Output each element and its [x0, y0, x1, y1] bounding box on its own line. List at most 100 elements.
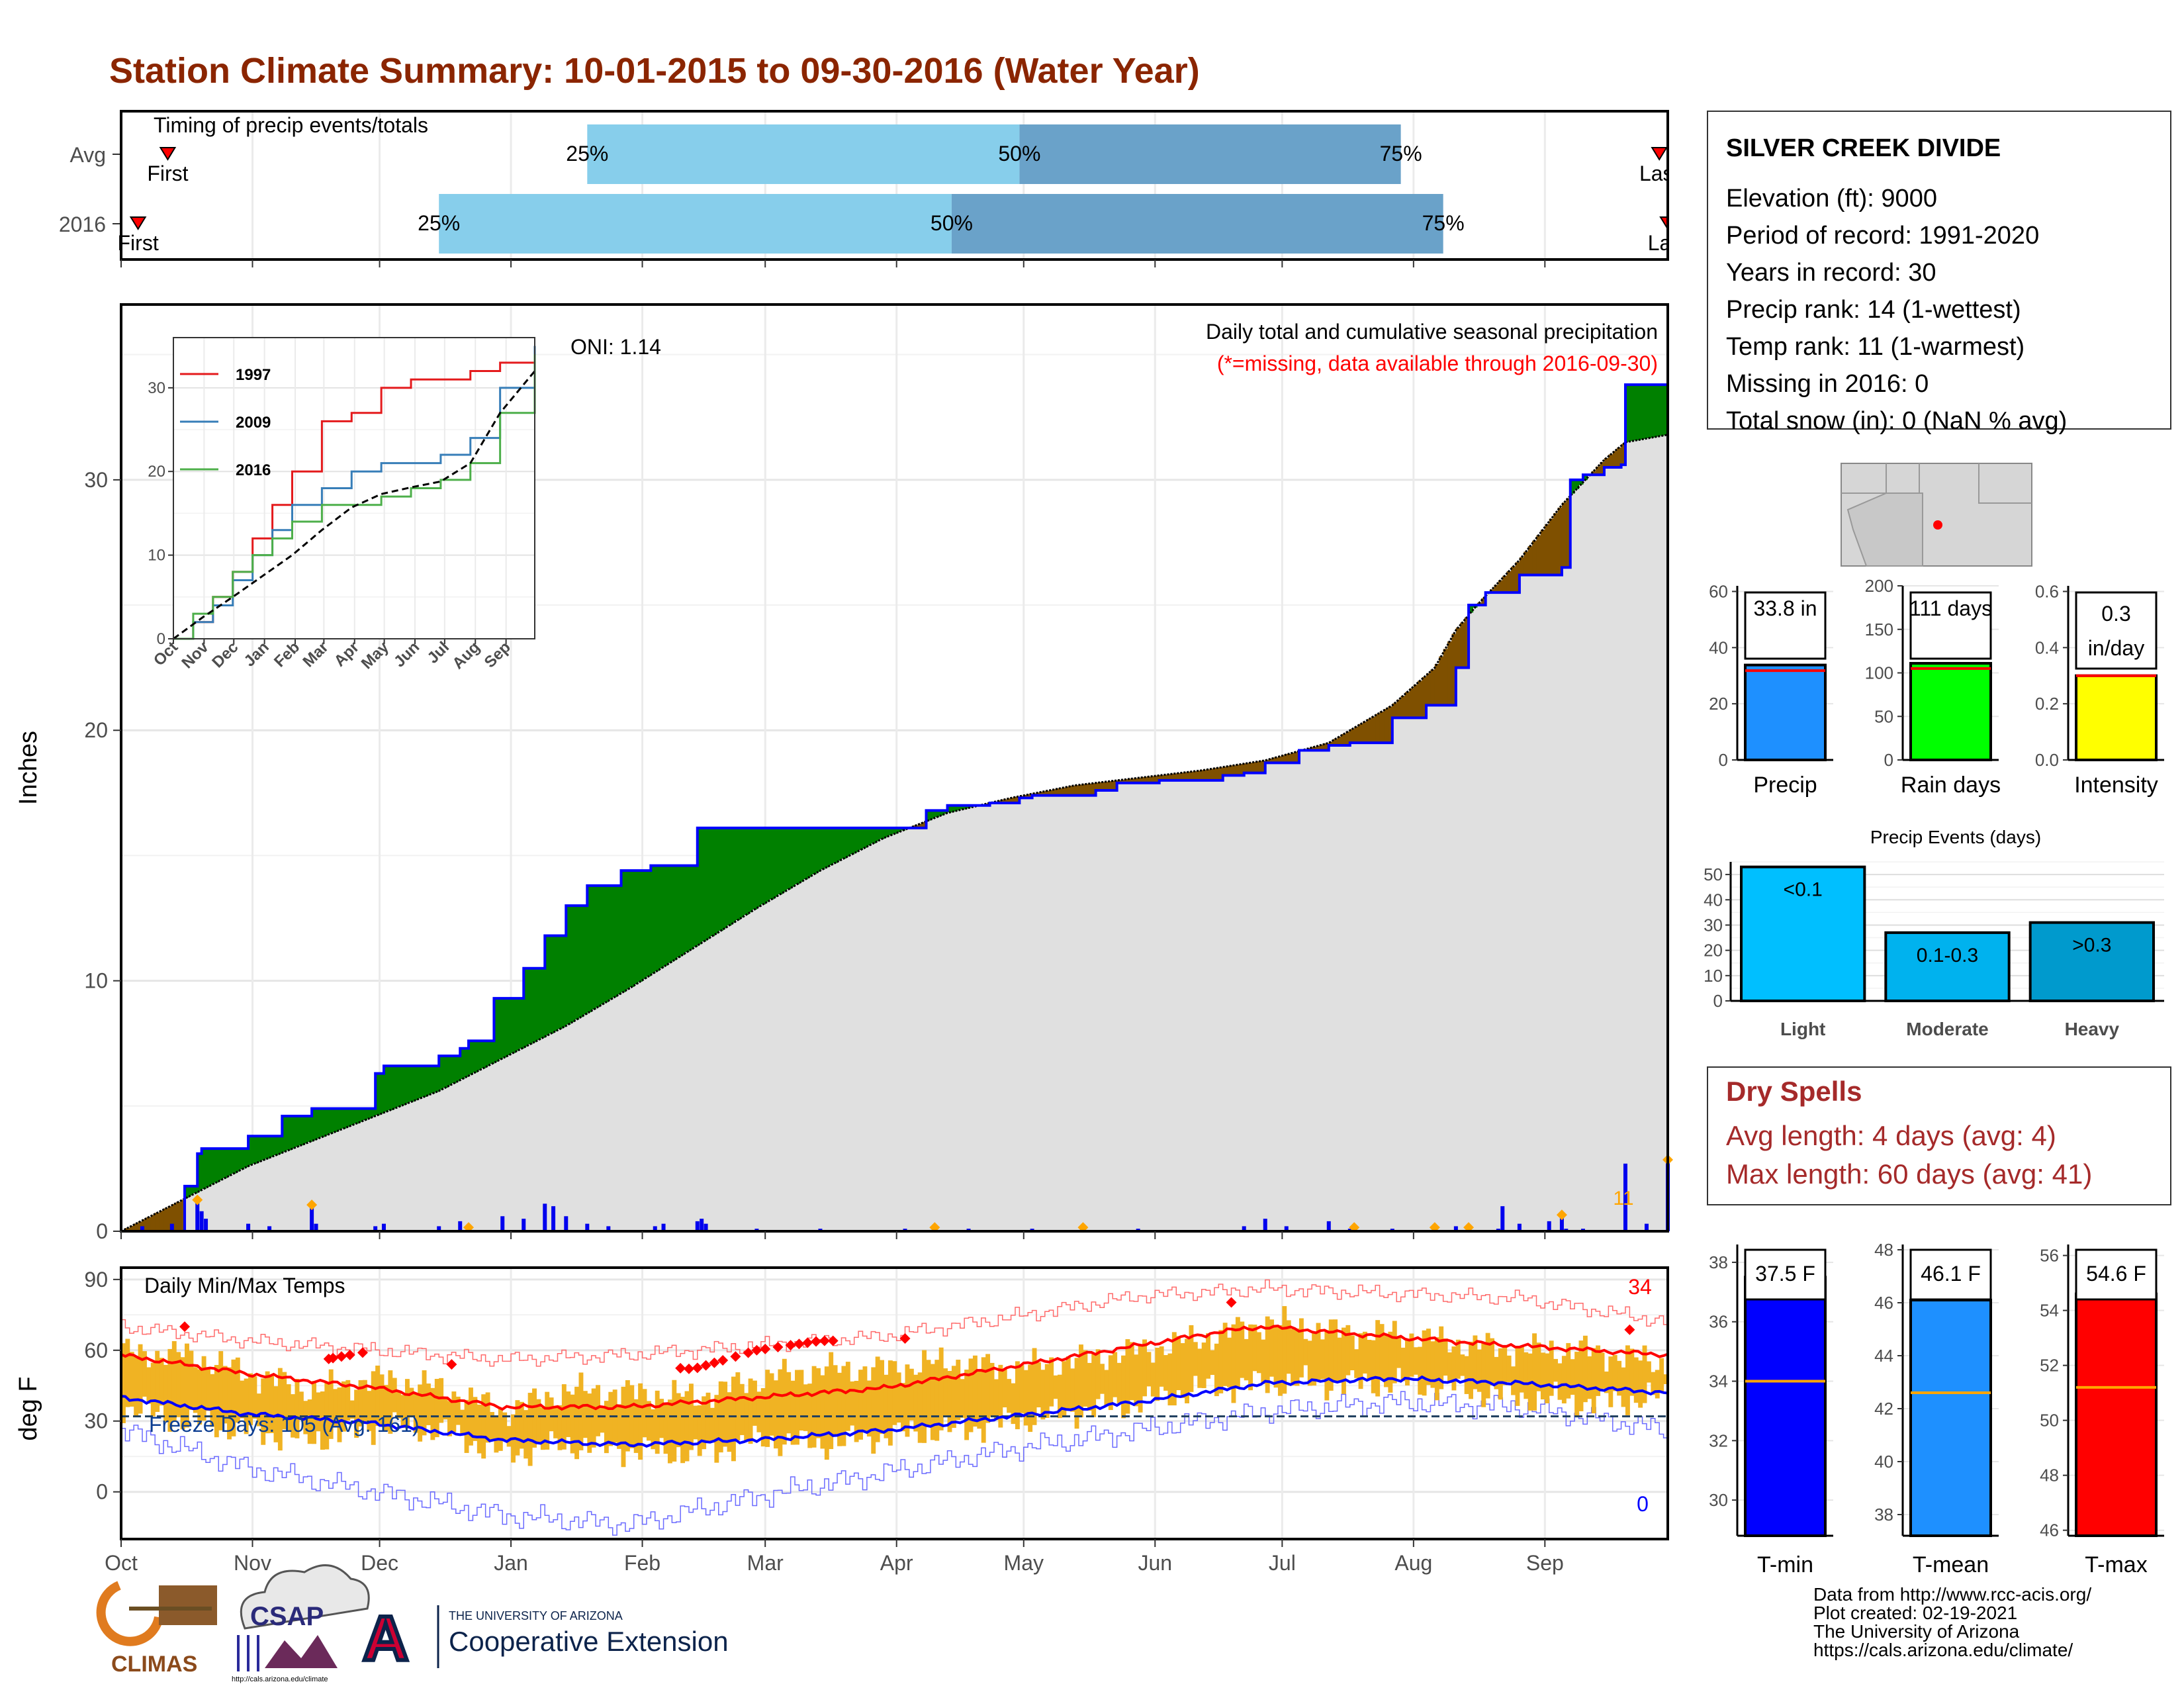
precip-y-tick-label: 20	[1709, 694, 1728, 714]
daily-temp-bar	[214, 1364, 219, 1438]
daily-precip-bar	[606, 1226, 611, 1231]
below-average-fill	[1150, 776, 1156, 783]
daily-temp-bar	[1413, 1347, 1418, 1375]
events-bar-heavy	[2028, 921, 2156, 1002]
events-category-label: Heavy	[2065, 1019, 2120, 1039]
below-average-fill	[1566, 498, 1571, 568]
below-average-fill	[1392, 703, 1397, 718]
daily-temp-bar	[807, 1383, 813, 1448]
below-average-fill	[1248, 763, 1253, 773]
daily-temp-bar	[155, 1350, 160, 1412]
above-average-fill	[587, 885, 592, 1012]
above-average-fill	[498, 998, 503, 1060]
above-average-fill	[1655, 385, 1660, 437]
above-average-fill	[638, 870, 643, 982]
daily-temp-bar	[210, 1374, 215, 1427]
t-min-y-tick-label: 32	[1709, 1430, 1728, 1450]
above-average-fill	[261, 1136, 266, 1160]
below-average-fill	[1557, 507, 1563, 575]
below-average-fill	[1235, 765, 1240, 776]
above-average-fill	[345, 1108, 351, 1127]
daily-precip-bar	[704, 1223, 708, 1231]
above-average-fill	[240, 1149, 245, 1170]
record-max-marker	[692, 1362, 703, 1374]
daily-temp-bar	[956, 1360, 961, 1421]
daily-temp-bar	[146, 1367, 152, 1404]
above-average-fill	[434, 1066, 439, 1092]
heavy-precip-marker	[306, 1199, 318, 1211]
above-average-fill	[786, 827, 792, 890]
daily-temp-bar	[1138, 1344, 1143, 1413]
t-mean-y-tick-label: 40	[1874, 1452, 1893, 1472]
daily-temp-bar	[1049, 1357, 1054, 1407]
daily-temp-bar	[494, 1417, 499, 1453]
below-average-fill	[1252, 762, 1257, 773]
daily-temp-bar	[1062, 1361, 1067, 1417]
daily-temp-bar	[1079, 1344, 1083, 1418]
station-info-box: SILVER CREEK DIVIDE Elevation (ft): 9000…	[1707, 111, 2171, 435]
dry-spells-max: Max length: 60 days (avg: 41)	[1726, 1158, 2092, 1190]
daily-temp-bar	[532, 1388, 537, 1448]
dry-spells-title: Dry Spells	[1726, 1076, 1862, 1107]
daily-temp-bar	[409, 1387, 414, 1416]
above-average-fill	[570, 906, 575, 1023]
above-average-fill	[858, 827, 864, 850]
daily-temp-bar	[1269, 1319, 1275, 1377]
above-average-fill	[604, 885, 609, 1002]
above-average-fill	[532, 968, 537, 1043]
heavy-precip-marker	[1556, 1209, 1567, 1221]
daily-temp-bar	[1536, 1342, 1541, 1391]
daily-temp-bar	[993, 1379, 999, 1421]
daily-temp-bar	[702, 1396, 707, 1450]
daily-temp-bar	[1189, 1325, 1194, 1392]
daily-temp-bar	[951, 1366, 956, 1429]
below-average-fill	[1434, 663, 1439, 706]
above-average-fill	[896, 827, 901, 833]
above-average-fill	[553, 935, 559, 1031]
daily-temp-bar	[218, 1351, 224, 1430]
intensity-value-label: 0.3	[2101, 602, 2130, 626]
daily-temp-bar	[515, 1400, 520, 1456]
above-average-fill	[1638, 385, 1643, 440]
daily-temp-bar	[1100, 1364, 1105, 1394]
below-average-fill	[1354, 726, 1359, 743]
below-average-fill	[1265, 759, 1270, 763]
below-average-fill	[1358, 724, 1363, 743]
daily-temp-bar	[201, 1356, 206, 1421]
csap-url: http://cals.arizona.edu/climate	[232, 1675, 328, 1683]
below-average-fill	[1277, 756, 1283, 763]
below-average-fill	[1116, 780, 1122, 783]
below-average-fill	[1206, 769, 1211, 780]
daily-temp-bar	[193, 1367, 198, 1413]
below-average-fill	[1180, 773, 1185, 780]
inset-series-2009	[173, 346, 536, 640]
below-average-fill	[1100, 782, 1105, 791]
daily-temp-bar	[1549, 1340, 1554, 1396]
daily-temp-bar	[1125, 1339, 1130, 1414]
above-average-fill	[702, 827, 707, 942]
events-category-label: Moderate	[1906, 1019, 1988, 1039]
record-max-marker	[760, 1343, 771, 1354]
precip-frame	[120, 303, 1669, 1233]
above-average-fill	[265, 1136, 270, 1159]
daily-temp-bar	[1447, 1352, 1452, 1383]
record-max-marker	[819, 1335, 830, 1346]
daily-temp-bar	[1540, 1352, 1545, 1399]
above-average-fill	[760, 827, 766, 905]
daily-temp-bar	[756, 1391, 762, 1432]
inset-y-tick-label: 0	[157, 630, 165, 648]
temp-y-tick-label: 60	[84, 1338, 108, 1362]
temp-y-tick-label: 30	[84, 1409, 108, 1433]
below-average-fill	[1159, 774, 1164, 780]
daily-temp-bar	[1600, 1352, 1605, 1389]
daily-temp-bar	[1485, 1333, 1490, 1399]
below-average-fill	[1002, 799, 1007, 803]
first-event-label: First	[118, 231, 159, 255]
below-average-fill	[1155, 775, 1160, 783]
daily-temp-bar	[1040, 1370, 1046, 1420]
daily-temp-bar	[443, 1399, 448, 1420]
above-average-fill	[930, 810, 935, 819]
below-average-fill	[1053, 789, 1058, 796]
daily-precip-bar	[1623, 1163, 1627, 1231]
above-average-fill	[1574, 479, 1580, 489]
